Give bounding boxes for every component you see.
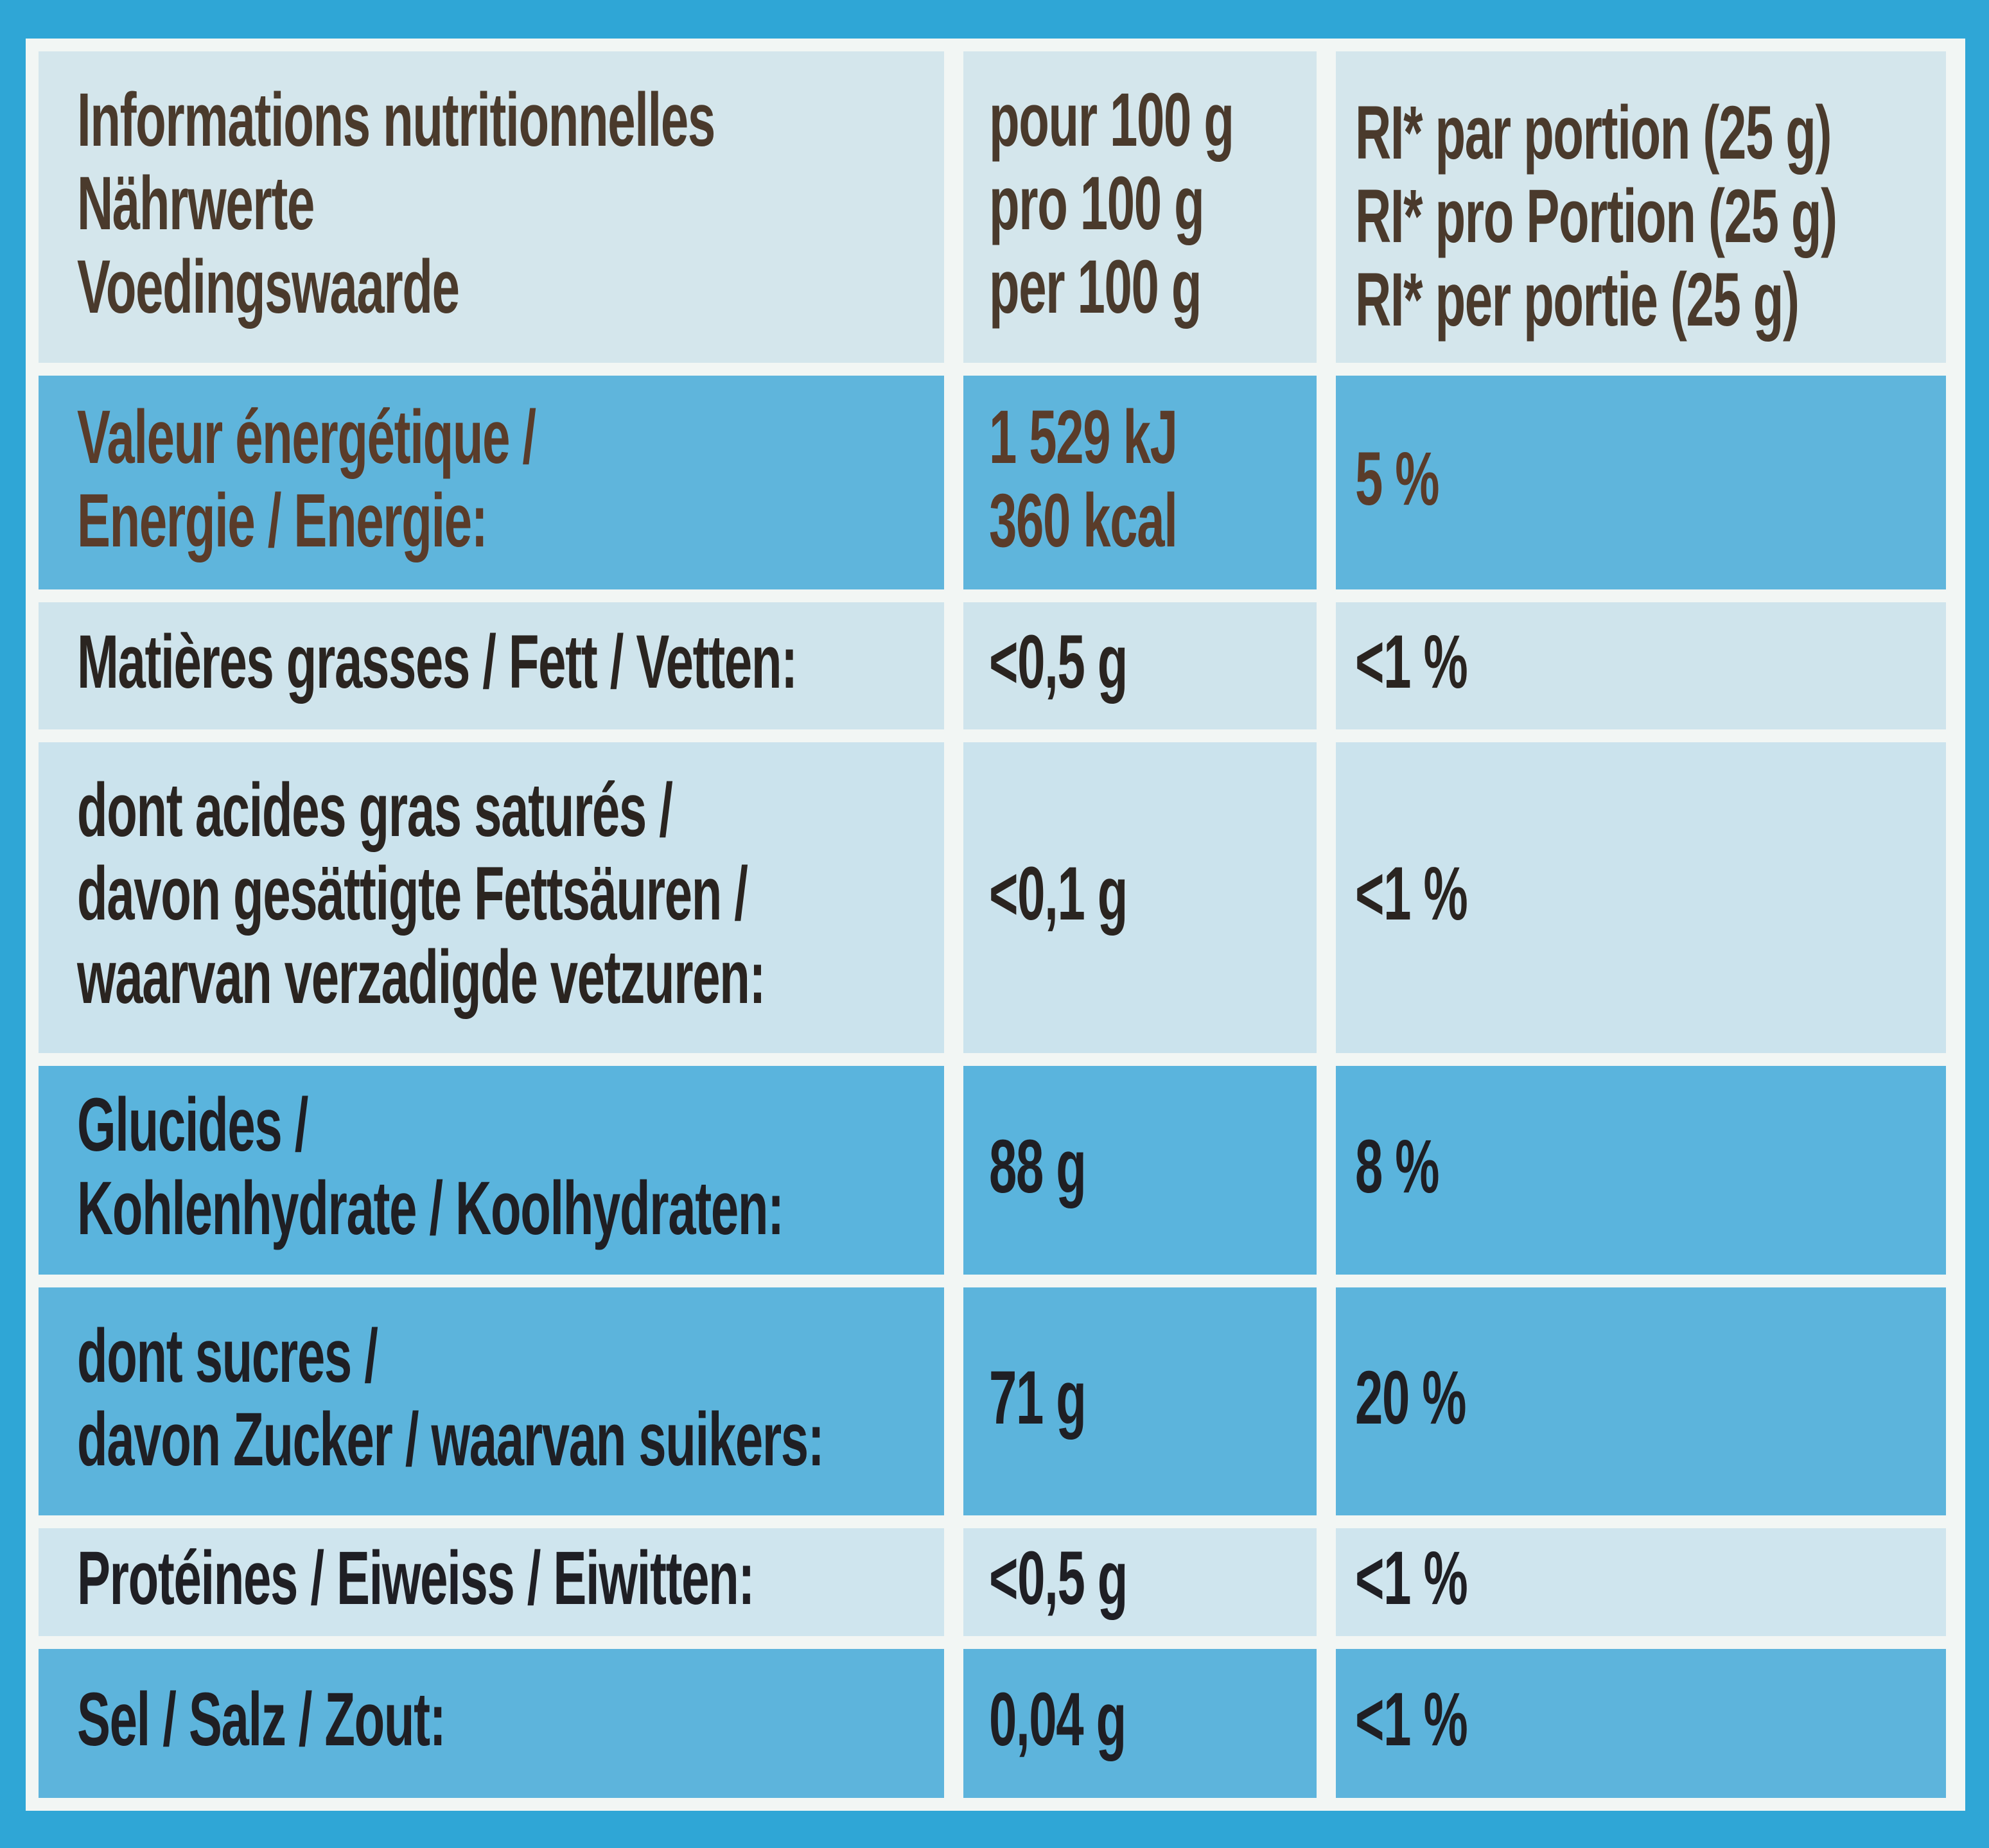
table-cell <box>1336 1528 1946 1636</box>
cell-text: davon Zucker / waarvan suikers: <box>77 1397 825 1482</box>
table-cell <box>963 1287 1317 1515</box>
cell-text: pro 100 g <box>989 161 1205 246</box>
cell-text: davon gesättigte Fettsäuren / <box>77 851 748 936</box>
cell-text: Glucides / <box>77 1082 308 1167</box>
cell-text: 5 % <box>1355 436 1440 521</box>
table-cell <box>1336 51 1946 363</box>
table-cell <box>39 1287 944 1515</box>
table-cell <box>963 51 1317 363</box>
cell-text: Sel / Salz / Zout: <box>77 1677 446 1762</box>
cell-text: <1 % <box>1355 620 1468 704</box>
cell-text: dont sucres / <box>77 1313 378 1399</box>
table-cell <box>963 376 1317 589</box>
cell-text: 1 529 kJ <box>989 394 1178 480</box>
cell-text: <1 % <box>1355 1536 1468 1621</box>
cell-text: Matières grasses / Fett / Vetten: <box>77 620 798 704</box>
table-cell <box>1336 376 1946 589</box>
table-cell <box>963 602 1317 729</box>
cell-text: <1 % <box>1355 1677 1468 1762</box>
table-cell <box>1336 1287 1946 1515</box>
cell-text: RI* per portie (25 g) <box>1355 257 1800 342</box>
cell-text: <0,1 g <box>989 851 1128 936</box>
table-cell <box>1336 742 1946 1053</box>
table-cell <box>1336 602 1946 729</box>
table-cell <box>39 1649 944 1798</box>
table-cell <box>963 742 1317 1053</box>
cell-text: pour 100 g <box>989 77 1234 162</box>
table-cell <box>39 602 944 729</box>
cell-text: 71 g <box>989 1355 1087 1440</box>
cell-text: <0,5 g <box>989 620 1128 704</box>
table-cell <box>963 1649 1317 1798</box>
table-cell <box>1336 1649 1946 1798</box>
cell-text: per 100 g <box>989 244 1202 329</box>
cell-text: <0,5 g <box>989 1536 1128 1621</box>
cell-text: Informations nutritionnelles <box>77 77 715 162</box>
cell-text: 20 % <box>1355 1355 1467 1440</box>
table-cell <box>39 1528 944 1636</box>
cell-text: waarvan verzadigde vetzuren: <box>77 935 766 1020</box>
cell-text: Kohlenhydrate / Koolhydraten: <box>77 1165 784 1251</box>
cell-text: 88 g <box>989 1124 1087 1209</box>
cell-text: 360 kcal <box>989 478 1178 563</box>
cell-text: Valeur énergétique / <box>77 394 536 480</box>
table-cell <box>1336 1066 1946 1275</box>
cell-text: RI* pro Portion (25 g) <box>1355 173 1837 259</box>
cell-text: Energie / Energie: <box>77 478 488 563</box>
cell-text: 8 % <box>1355 1124 1440 1209</box>
cell-text: Nährwerte <box>77 161 315 246</box>
table-cell <box>963 1066 1317 1275</box>
cell-text: 0,04 g <box>989 1677 1126 1762</box>
cell-text: RI* par portion (25 g) <box>1355 90 1832 175</box>
cell-text: dont acides gras saturés / <box>77 768 673 853</box>
table-cell <box>963 1528 1317 1636</box>
table-cell <box>39 742 944 1053</box>
table-cell <box>39 51 944 363</box>
cell-text: Voedingswaarde <box>77 244 460 329</box>
table-cell <box>39 1066 944 1275</box>
cell-text: <1 % <box>1355 851 1468 936</box>
cell-text: Protéines / Eiweiss / Eiwitten: <box>77 1536 755 1621</box>
table-cell <box>39 376 944 589</box>
